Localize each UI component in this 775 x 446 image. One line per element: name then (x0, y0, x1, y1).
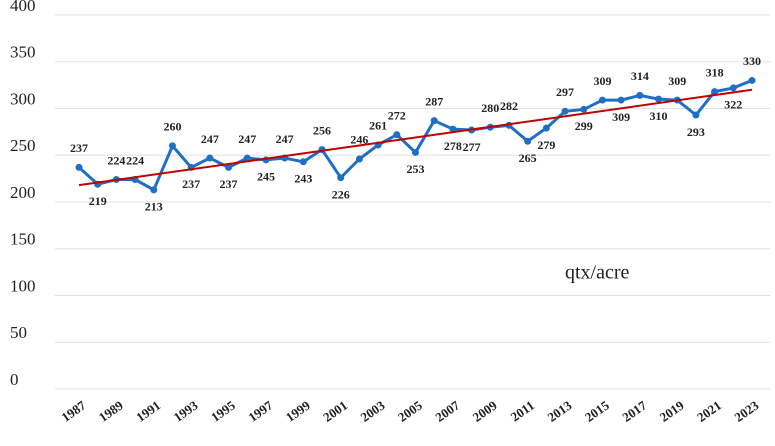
data-label: 247 (238, 132, 256, 146)
data-label: 318 (706, 65, 724, 79)
data-point (356, 155, 363, 162)
x-tick-label: 2013 (545, 397, 575, 424)
x-tick-label: 1995 (208, 397, 238, 424)
data-point (524, 138, 531, 145)
y-tick-label: 350 (10, 43, 36, 62)
x-tick-label: 1989 (96, 397, 126, 424)
data-label: 309 (668, 74, 686, 88)
data-label: 299 (575, 119, 593, 133)
data-label: 226 (332, 187, 350, 201)
data-point (655, 96, 662, 103)
x-tick-label: 2017 (619, 397, 649, 424)
data-point (412, 149, 419, 156)
data-label: 237 (220, 177, 238, 191)
x-tick-label: 1999 (283, 397, 313, 424)
x-tick-label: 1987 (59, 397, 89, 424)
x-tick-label: 2021 (694, 398, 724, 425)
x-tick-label: 1997 (245, 397, 275, 424)
data-label: 219 (89, 194, 107, 208)
data-label: 314 (631, 69, 649, 83)
data-point (76, 164, 83, 171)
data-label: 213 (145, 200, 163, 214)
data-label: 247 (276, 132, 294, 146)
x-tick-label: 2005 (395, 397, 425, 424)
data-point (580, 106, 587, 113)
data-label: 282 (500, 99, 518, 113)
y-tick-label: 250 (10, 136, 36, 155)
data-label: 243 (294, 172, 312, 186)
x-tick-label: 1991 (133, 398, 163, 425)
data-label: 277 (463, 140, 481, 154)
y-tick-label: 100 (10, 276, 36, 295)
data-label: 256 (313, 123, 331, 137)
data-label: 260 (163, 120, 181, 134)
data-point (543, 125, 550, 132)
data-point (599, 97, 606, 104)
data-label: 280 (481, 101, 499, 115)
x-tick-label: 1993 (171, 397, 201, 424)
data-label: 287 (425, 94, 443, 108)
data-label: 309 (612, 110, 630, 124)
data-label: 224 (107, 153, 125, 167)
x-tick-label: 2015 (582, 397, 612, 424)
data-point (692, 112, 699, 119)
x-tick-label: 2003 (358, 397, 388, 424)
y-tick-label: 300 (10, 89, 36, 108)
data-label: 293 (687, 125, 705, 139)
y-tick-label: 50 (10, 323, 27, 342)
y-tick-label: 200 (10, 183, 36, 202)
x-tick-label: 2009 (470, 397, 500, 424)
y-tick-label: 0 (10, 370, 19, 389)
data-point (636, 92, 643, 99)
data-point (169, 142, 176, 149)
data-point (150, 186, 157, 193)
data-label: 297 (556, 85, 574, 99)
data-label: 253 (407, 162, 425, 176)
data-label: 224 (126, 153, 144, 167)
data-point (300, 158, 307, 165)
data-label: 279 (537, 138, 555, 152)
data-label: 237 (182, 177, 200, 191)
x-tick-label: 2023 (732, 397, 762, 424)
data-label: 237 (70, 141, 88, 155)
annotation: qtx/acre (565, 262, 630, 284)
x-tick-label: 2001 (320, 398, 350, 425)
data-label: 309 (593, 74, 611, 88)
chart: qtx/acre 0 50 100 150 200 250 300 350 400 1987 198… (0, 0, 775, 446)
data-label: 265 (519, 151, 537, 165)
x-tick-label: 2011 (508, 398, 537, 425)
data-label: 330 (743, 54, 761, 68)
x-tick-label: 2019 (657, 397, 687, 424)
y-tick-label: 150 (10, 230, 36, 249)
data-point (431, 117, 438, 124)
x-tick-label: 2007 (432, 397, 462, 424)
data-point (337, 174, 344, 181)
data-label: 278 (444, 139, 462, 153)
data-point (393, 131, 400, 138)
data-point (206, 155, 213, 162)
data-label: 261 (369, 119, 387, 133)
y-tick-label: 400 (10, 0, 36, 15)
data-label: 272 (388, 108, 406, 122)
data-label: 322 (724, 98, 742, 112)
data-point (562, 108, 569, 115)
data-label: 247 (201, 132, 219, 146)
data-point (749, 77, 756, 84)
data-point (618, 97, 625, 104)
data-label: 310 (650, 109, 668, 123)
data-point (730, 84, 737, 91)
data-label: 245 (257, 170, 275, 184)
